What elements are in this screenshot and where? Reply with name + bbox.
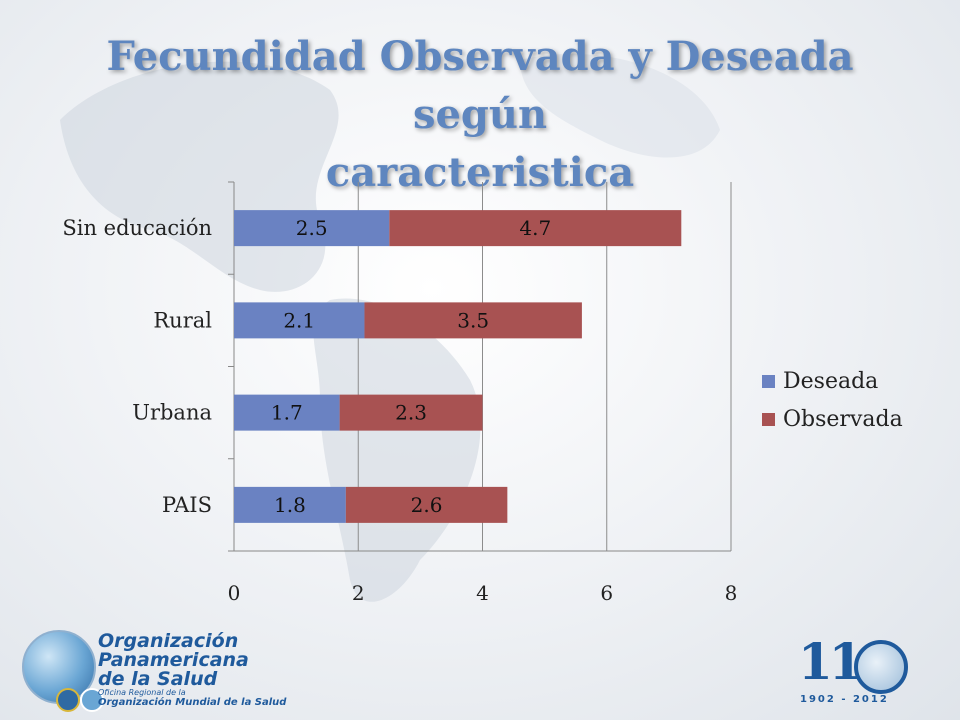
category-label-0: Sin educación xyxy=(62,216,212,240)
data-label-1-0: 4.7 xyxy=(519,216,551,240)
category-label-1: Rural xyxy=(153,308,212,332)
x-tick-label-3: 6 xyxy=(600,581,613,605)
category-label-3: PAIS xyxy=(162,493,212,517)
org-subtitle-line-1: Oficina Regional de la xyxy=(98,688,186,697)
data-label-1-3: 2.6 xyxy=(411,493,443,517)
bar-1-0 xyxy=(389,210,682,247)
anniversary-logo: 110 1902 - 2012 xyxy=(798,634,908,708)
anniversary-globe-icon xyxy=(854,640,908,694)
bar-0-1 xyxy=(234,302,365,339)
legend-swatch-observada xyxy=(762,412,775,426)
bar-1-1 xyxy=(364,302,582,339)
legend-item-deseada: Deseada xyxy=(762,362,903,400)
legend-label-deseada: Deseada xyxy=(783,368,879,394)
slide-title: Fecundidad Observada y Deseada según car… xyxy=(60,28,900,202)
legend-label-observada: Observada xyxy=(783,406,903,432)
category-label-2: Urbana xyxy=(132,401,212,425)
x-tick-label-4: 8 xyxy=(725,581,738,605)
title-line-2: caracteristica xyxy=(325,149,635,196)
org-name-line-2: Panamericana xyxy=(98,649,249,671)
data-label-1-2: 2.3 xyxy=(395,401,427,425)
org-subtitle-line-2: Organización Mundial de la Salud xyxy=(98,697,287,708)
bar-0-3 xyxy=(234,486,346,523)
org-subtitle: Oficina Regional de la Organización Mund… xyxy=(98,688,286,708)
anniversary-years: 1902 - 2012 xyxy=(800,694,889,705)
title-line-1: Fecundidad Observada y Deseada según xyxy=(106,33,854,138)
bar-1-3 xyxy=(345,486,508,523)
x-tick-label-2: 4 xyxy=(476,581,489,605)
x-tick-label-1: 2 xyxy=(352,581,365,605)
chart-legend: Deseada Observada xyxy=(762,362,903,438)
paho-emblem-icon xyxy=(80,688,104,712)
data-label-0-0: 2.5 xyxy=(296,216,328,240)
org-name-line-3: de la Salud xyxy=(98,668,218,690)
org-name-line-1: Organización xyxy=(98,630,239,652)
legend-item-observada: Observada xyxy=(762,400,903,438)
bar-0-0 xyxy=(234,210,390,247)
x-tick-label-0: 0 xyxy=(228,581,241,605)
data-label-1-1: 3.5 xyxy=(457,308,489,332)
legend-swatch-deseada xyxy=(762,374,775,388)
bar-0-2 xyxy=(234,394,340,431)
who-emblem-icon xyxy=(56,688,80,712)
data-label-0-1: 2.1 xyxy=(283,308,315,332)
data-label-0-3: 1.8 xyxy=(274,493,306,517)
ops-logo: Organización Panamericana de la Salud Of… xyxy=(22,630,322,712)
org-name: Organización Panamericana de la Salud xyxy=(98,632,249,689)
bar-1-2 xyxy=(339,394,483,431)
data-label-0-2: 1.7 xyxy=(271,401,303,425)
